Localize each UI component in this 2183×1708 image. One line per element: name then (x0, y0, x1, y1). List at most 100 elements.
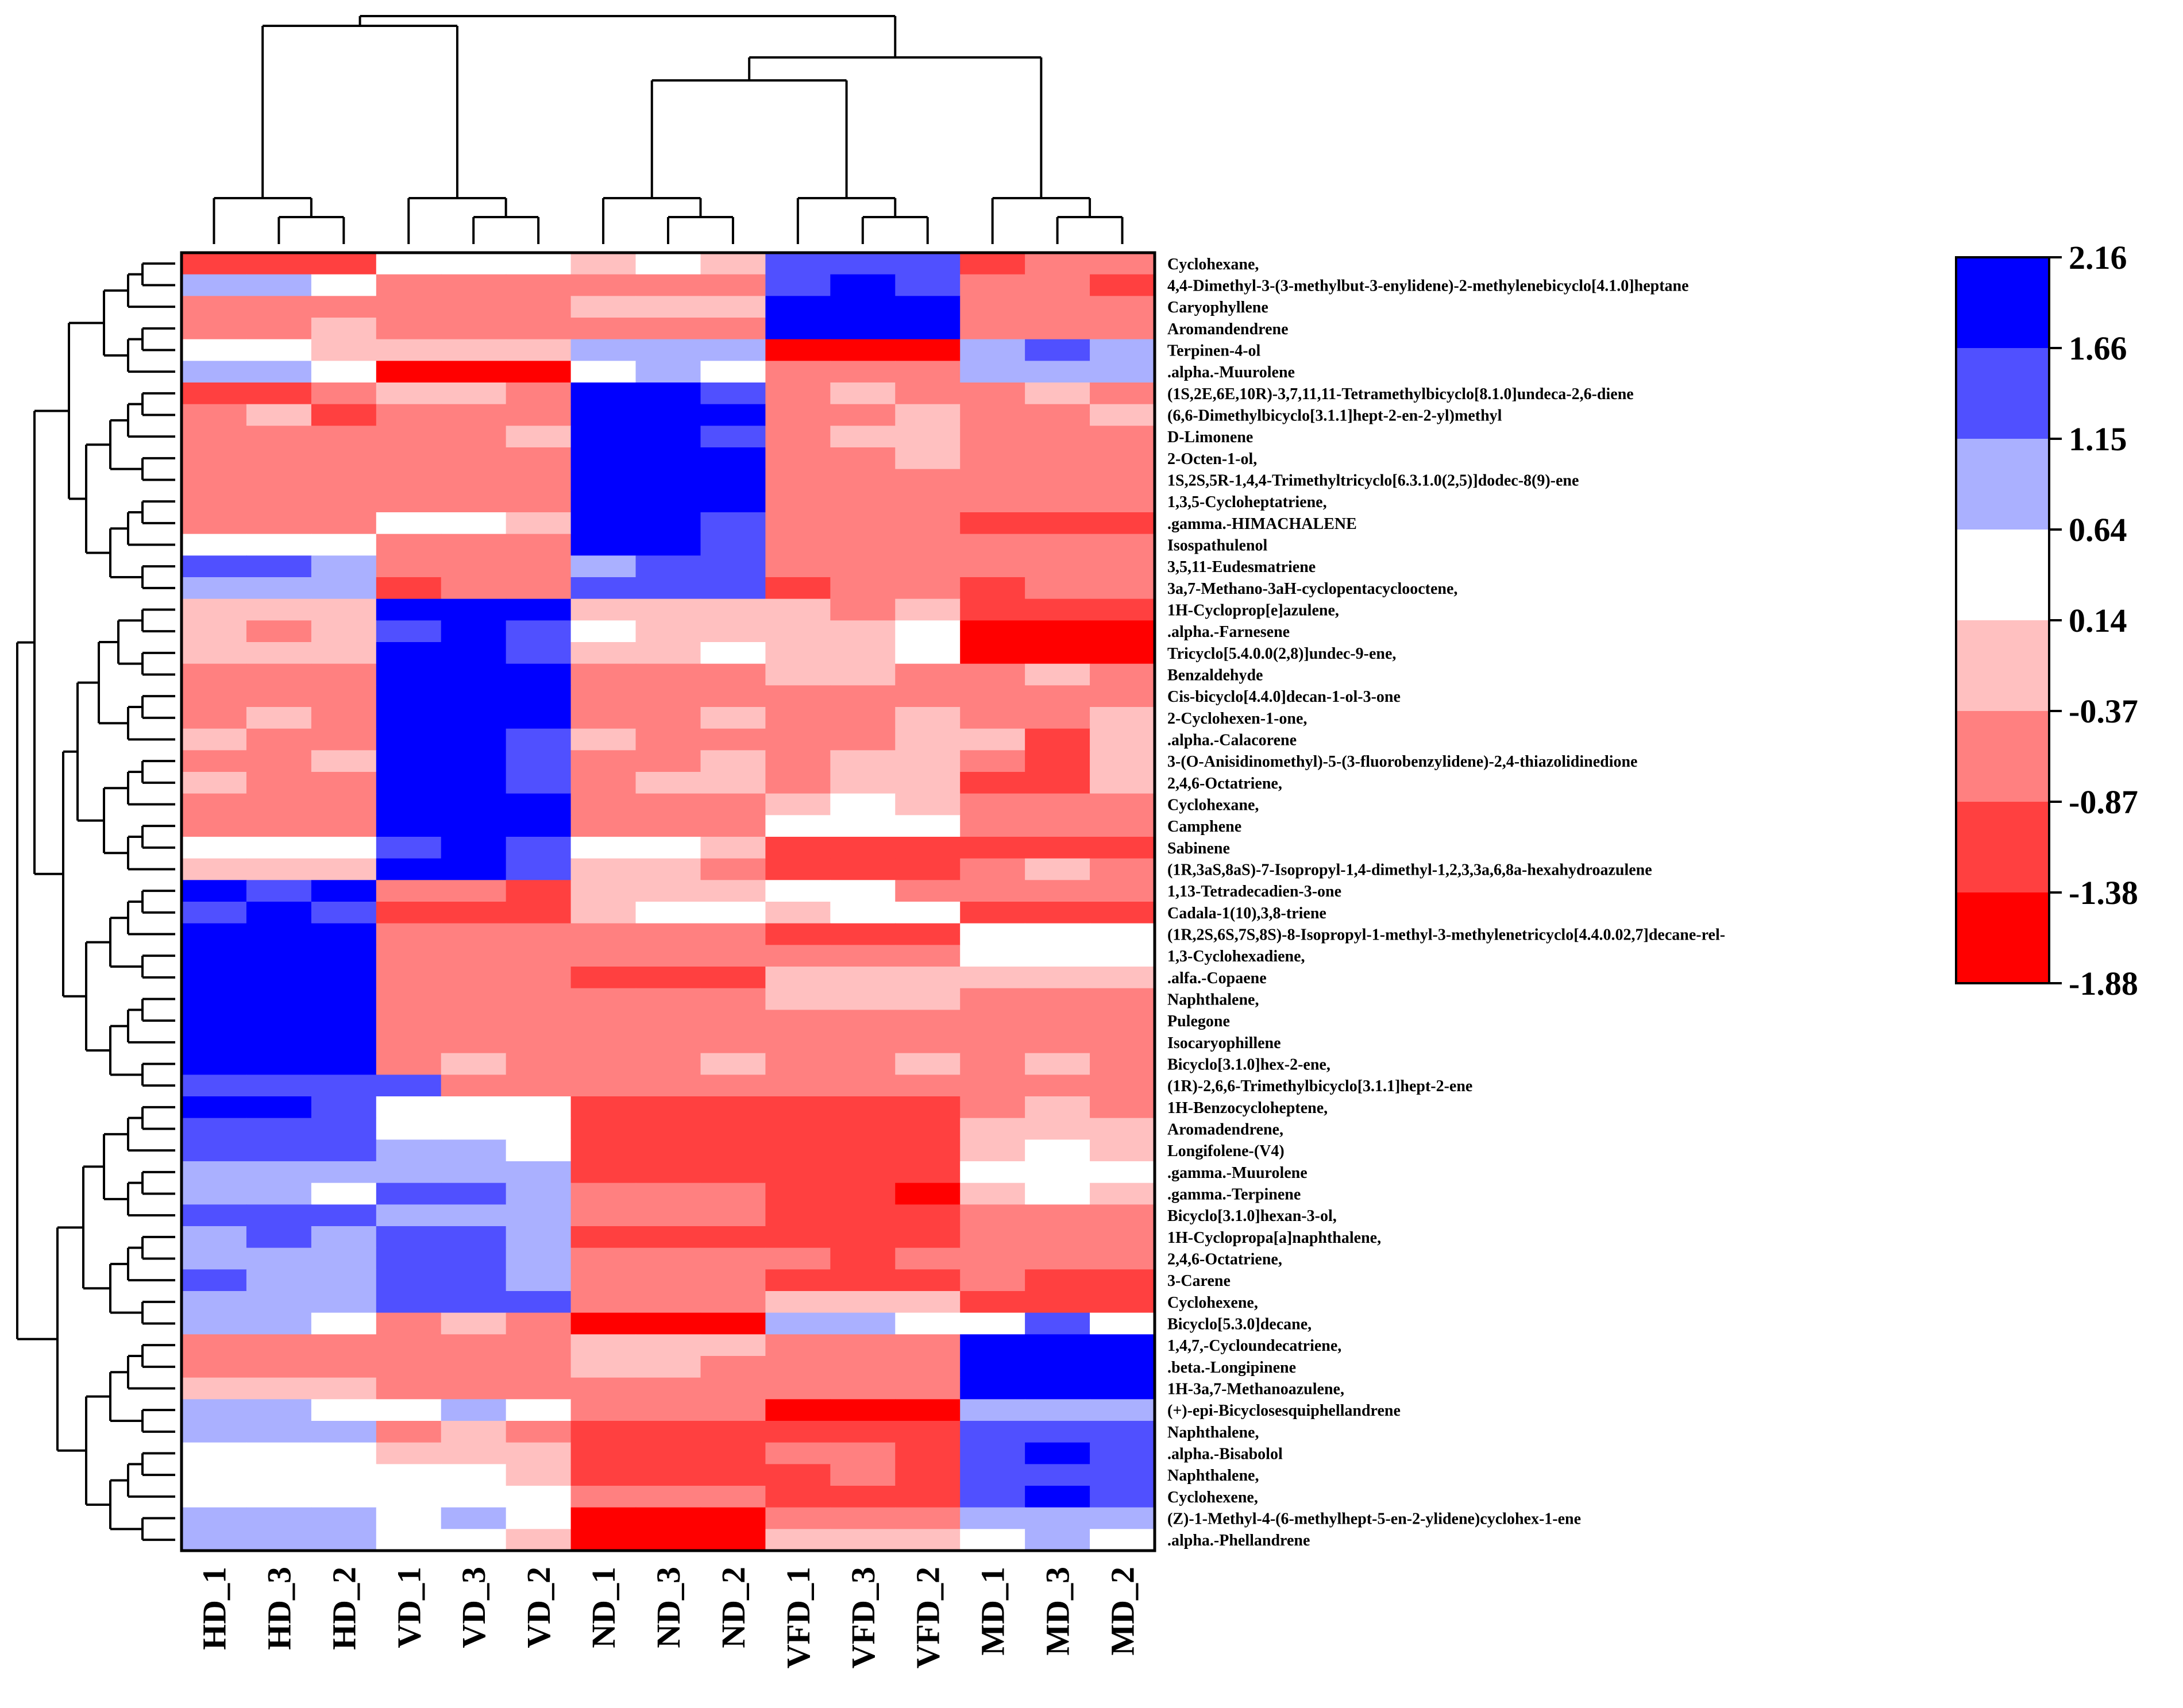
heatmap-cell (182, 555, 247, 578)
heatmap-cell (960, 1529, 1025, 1551)
heatmap-cell (376, 1010, 442, 1032)
heatmap-cell (1090, 1356, 1155, 1378)
heatmap-cell (830, 426, 896, 448)
heatmap-cell (960, 1161, 1025, 1184)
heatmap-cell (635, 512, 701, 535)
heatmap-cell (635, 728, 701, 751)
row-label: Cyclohexane, (1167, 797, 1259, 814)
heatmap-cell (570, 1053, 637, 1076)
heatmap-cell (570, 253, 637, 275)
row-label: (+)-epi-Bicyclosesquiphellandrene (1167, 1402, 1401, 1420)
heatmap-cell (960, 837, 1025, 859)
row-label: 1H-Cycloprop[e]azulene, (1167, 602, 1339, 620)
heatmap-cell (700, 923, 766, 946)
column-label: MD_1 (974, 1567, 1012, 1656)
heatmap-cell (700, 988, 766, 1011)
heatmap-cell (570, 361, 637, 383)
heatmap-cell (182, 728, 247, 751)
heatmap-cell (1025, 534, 1090, 557)
heatmap-cell (182, 815, 247, 837)
heatmap-cell (830, 1053, 896, 1076)
heatmap-cell (441, 318, 507, 340)
heatmap-cell (830, 598, 896, 621)
row-label: 3a,7-Methano-3aH-cyclopentacyclooctene, (1167, 580, 1457, 598)
heatmap-cell (635, 1421, 701, 1443)
heatmap-cell (635, 1334, 701, 1357)
heatmap-cell (960, 1291, 1025, 1313)
heatmap-cell (1090, 988, 1155, 1011)
heatmap-cell (960, 858, 1025, 881)
row-labels: Cyclohexane, 4,4-Dimethyl-3-(3-methylbut-… (1167, 256, 1725, 1549)
heatmap-cell (570, 858, 637, 881)
heatmap-cell (635, 1486, 701, 1508)
heatmap-cell (895, 902, 961, 924)
heatmap-cell (311, 945, 377, 967)
heatmap-cell (441, 490, 507, 513)
heatmap-cell (960, 815, 1025, 837)
heatmap-cell (506, 339, 572, 362)
heatmap-cell (960, 793, 1025, 816)
heatmap-cell (765, 1075, 831, 1097)
row-label: 4,4-Dimethyl-3-(3-methylbut-3-enylidene)… (1167, 277, 1689, 295)
heatmap-cell (765, 253, 831, 275)
heatmap-cell (1090, 1010, 1155, 1032)
heatmap-cell (1025, 1053, 1090, 1076)
column-labels: HD_1 HD_3 HD_2 VD_1 VD_3 VD_2 ND_1 ND_3 ND_2 VFD_… (196, 1567, 1141, 1668)
heatmap-cell (830, 382, 896, 405)
heatmap-cell (570, 1464, 637, 1486)
heatmap-cell (311, 880, 377, 902)
heatmap-cell (700, 902, 766, 924)
heatmap-cell (570, 620, 637, 643)
heatmap-cell (441, 1356, 507, 1378)
heatmap-cell (895, 1486, 961, 1508)
heatmap-cell (960, 318, 1025, 340)
heatmap-cell (570, 1118, 637, 1141)
heatmap-cell (895, 318, 961, 340)
heatmap-cell (960, 512, 1025, 535)
heatmap-cell (182, 967, 247, 989)
heatmap-cell (700, 382, 766, 405)
heatmap-cell (1025, 1377, 1090, 1400)
heatmap-cell (1090, 577, 1155, 600)
row-label: .alpha.-Calacorene (1167, 732, 1297, 749)
heatmap-cell (182, 945, 247, 967)
row-label: Isospathulenol (1167, 537, 1268, 555)
heatmap-cell (830, 880, 896, 902)
heatmap-cell (1090, 1291, 1155, 1313)
heatmap-cell (1025, 1183, 1090, 1205)
heatmap-cell (441, 1139, 507, 1162)
heatmap-cell (441, 685, 507, 708)
heatmap-cell (1090, 945, 1155, 967)
color-scale-tick-label: 1.15 (2069, 420, 2127, 458)
heatmap-cell (182, 902, 247, 924)
heatmap-cell (506, 404, 572, 427)
heatmap-cell (441, 642, 507, 664)
heatmap-cell (246, 1161, 312, 1184)
row-label: 1H-Cyclopropa[a]naphthalene, (1167, 1229, 1381, 1247)
heatmap-cell (376, 728, 442, 751)
heatmap-cell (895, 728, 961, 751)
heatmap-cell (765, 837, 831, 859)
heatmap-cell (506, 1139, 572, 1162)
heatmap-cell (1090, 361, 1155, 383)
heatmap-cell (376, 1377, 442, 1400)
heatmap-cell (506, 642, 572, 664)
heatmap-cell (182, 620, 247, 643)
heatmap-cell (1025, 1096, 1090, 1119)
heatmap-cell (700, 447, 766, 470)
heatmap-cell (700, 1529, 766, 1551)
heatmap-cell (635, 1442, 701, 1465)
heatmap-cell (1025, 858, 1090, 881)
heatmap-cell (311, 382, 377, 405)
heatmap-cell (570, 447, 637, 470)
heatmap-cell (1025, 1312, 1090, 1335)
heatmap-cell (182, 1161, 247, 1184)
heatmap-cell (765, 685, 831, 708)
heatmap-cell (376, 663, 442, 686)
row-label: Bicyclo[3.1.0]hexan-3-ol, (1167, 1207, 1337, 1225)
heatmap-cell (376, 361, 442, 383)
heatmap-cell (246, 1247, 312, 1270)
row-label: 1S,2S,5R-1,4,4-Trimethyltricyclo[6.3.1.0… (1167, 472, 1579, 490)
heatmap-cell (182, 598, 247, 621)
heatmap-cell (1025, 512, 1090, 535)
